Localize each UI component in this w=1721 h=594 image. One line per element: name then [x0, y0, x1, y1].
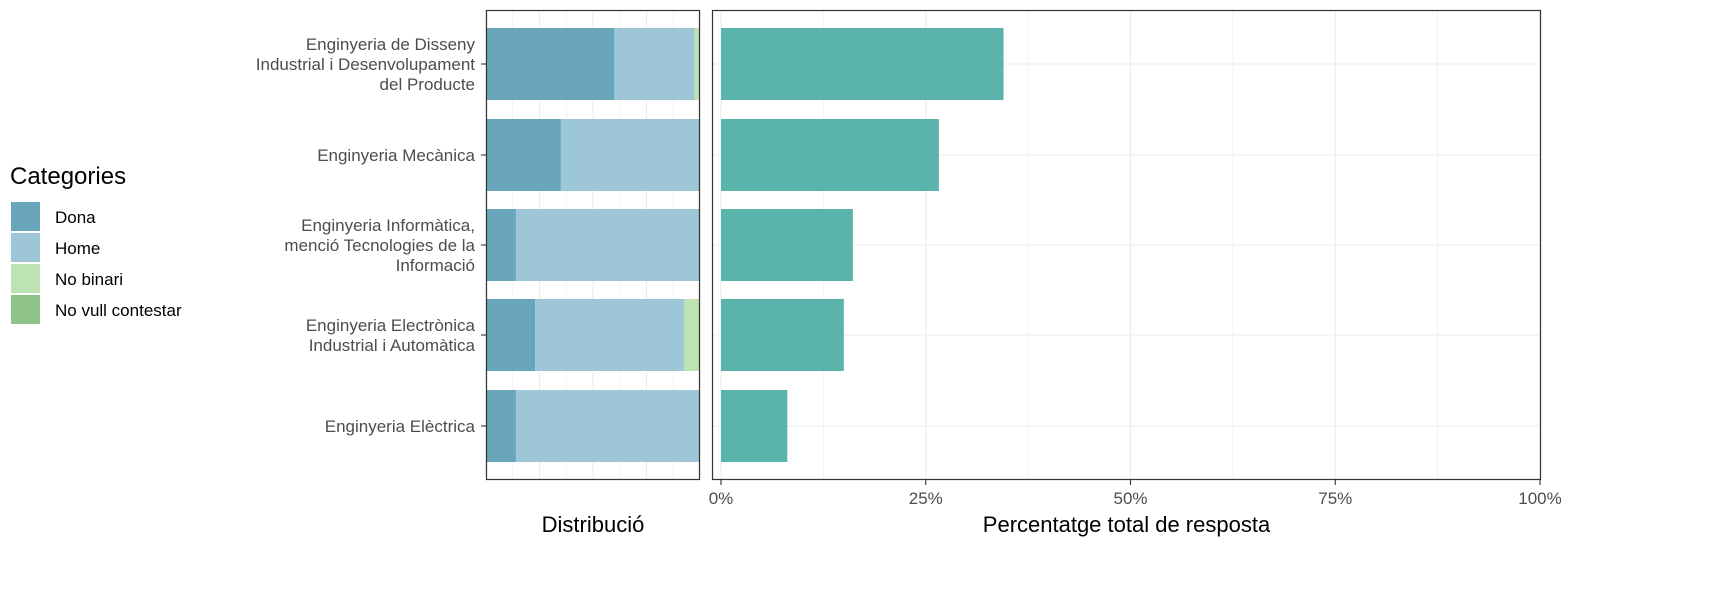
category-label: Enginyeria de Disseny Industrial i Desenv… — [256, 35, 476, 94]
category-label: Enginyeria Mecànica — [317, 146, 475, 165]
total-response-bar — [721, 209, 853, 281]
stacked-bar-segment — [486, 28, 615, 100]
x-tick-label: 100% — [1518, 489, 1561, 508]
category-label: Enginyeria Elèctrica — [325, 417, 476, 436]
stacked-bar-segment — [614, 28, 695, 100]
right-panel-border — [711, 9, 1542, 481]
right-x-axis-title: Percentatge total de resposta — [983, 512, 1271, 537]
x-tick-label: 0% — [709, 489, 734, 508]
left-panel-border — [485, 9, 701, 481]
category-label: Enginyeria Informàtica, menció Tecnologie… — [284, 216, 475, 275]
stacked-bar-segment — [486, 390, 516, 462]
legend-label: No binari — [55, 270, 123, 289]
total-response-bar — [721, 299, 844, 371]
legend-label: No vull contestar — [55, 301, 182, 320]
category-label: Enginyeria Electrònica Industrial i Autom… — [306, 316, 476, 355]
x-tick-label: 75% — [1318, 489, 1352, 508]
legend-swatch — [11, 295, 40, 324]
legend-label: Dona — [55, 208, 96, 227]
stacked-bar-segment — [515, 390, 700, 462]
stacked-bar-segment — [535, 299, 684, 371]
legend-title: Categories — [10, 163, 126, 190]
frame-layer — [481, 9, 1542, 485]
x-tick-label: 50% — [1113, 489, 1147, 508]
stacked-bar-segment — [515, 209, 700, 281]
stacked-bar-segment — [560, 119, 700, 191]
stacked-bar-segment — [486, 209, 516, 281]
total-response-bar — [721, 119, 939, 191]
legend-swatch — [11, 264, 40, 293]
text-layer: Enginyeria de Disseny Industrial i Desenv… — [256, 35, 1562, 537]
x-tick-label: 25% — [909, 489, 943, 508]
legend-swatch — [11, 233, 40, 262]
total-response-bar — [721, 28, 1004, 100]
total-response-bar — [721, 390, 788, 462]
stacked-bar-segment — [486, 299, 536, 371]
bars-layer — [486, 28, 1004, 462]
legend-label: Home — [55, 239, 100, 258]
legend-layer: Categories Dona Home No binari No vull conte… — [10, 163, 182, 324]
stacked-bar-segment — [694, 28, 700, 100]
legend-swatch — [11, 202, 40, 231]
left-x-axis-title: Distribució — [542, 512, 645, 537]
stacked-bar-segment — [683, 299, 700, 371]
stacked-bar-segment — [486, 119, 561, 191]
